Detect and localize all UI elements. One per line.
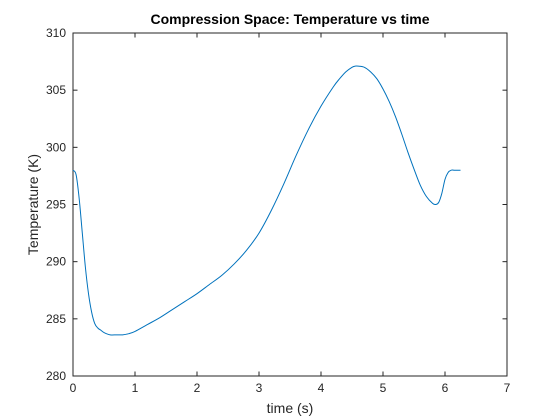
chart-title: Compression Space: Temperature vs time (150, 11, 429, 27)
x-axis-label: time (s) (267, 400, 314, 416)
y-tick-label: 300 (46, 140, 66, 154)
y-tick-label: 295 (46, 198, 66, 212)
x-tick-label: 4 (318, 381, 325, 395)
x-tick-label: 0 (70, 381, 77, 395)
y-tick-label: 285 (46, 312, 66, 326)
y-axis-label: Temperature (K) (25, 154, 41, 255)
y-tick-label: 305 (46, 83, 66, 97)
x-tick-label: 7 (504, 381, 511, 395)
y-tick-label: 290 (46, 255, 66, 269)
x-tick-label: 2 (194, 381, 201, 395)
x-tick-label: 5 (380, 381, 387, 395)
y-tick-label: 280 (46, 369, 66, 383)
plot-area (73, 33, 507, 376)
x-tick-label: 3 (256, 381, 263, 395)
x-tick-label: 6 (442, 381, 449, 395)
y-tick-label: 310 (46, 26, 66, 40)
x-tick-label: 1 (132, 381, 139, 395)
